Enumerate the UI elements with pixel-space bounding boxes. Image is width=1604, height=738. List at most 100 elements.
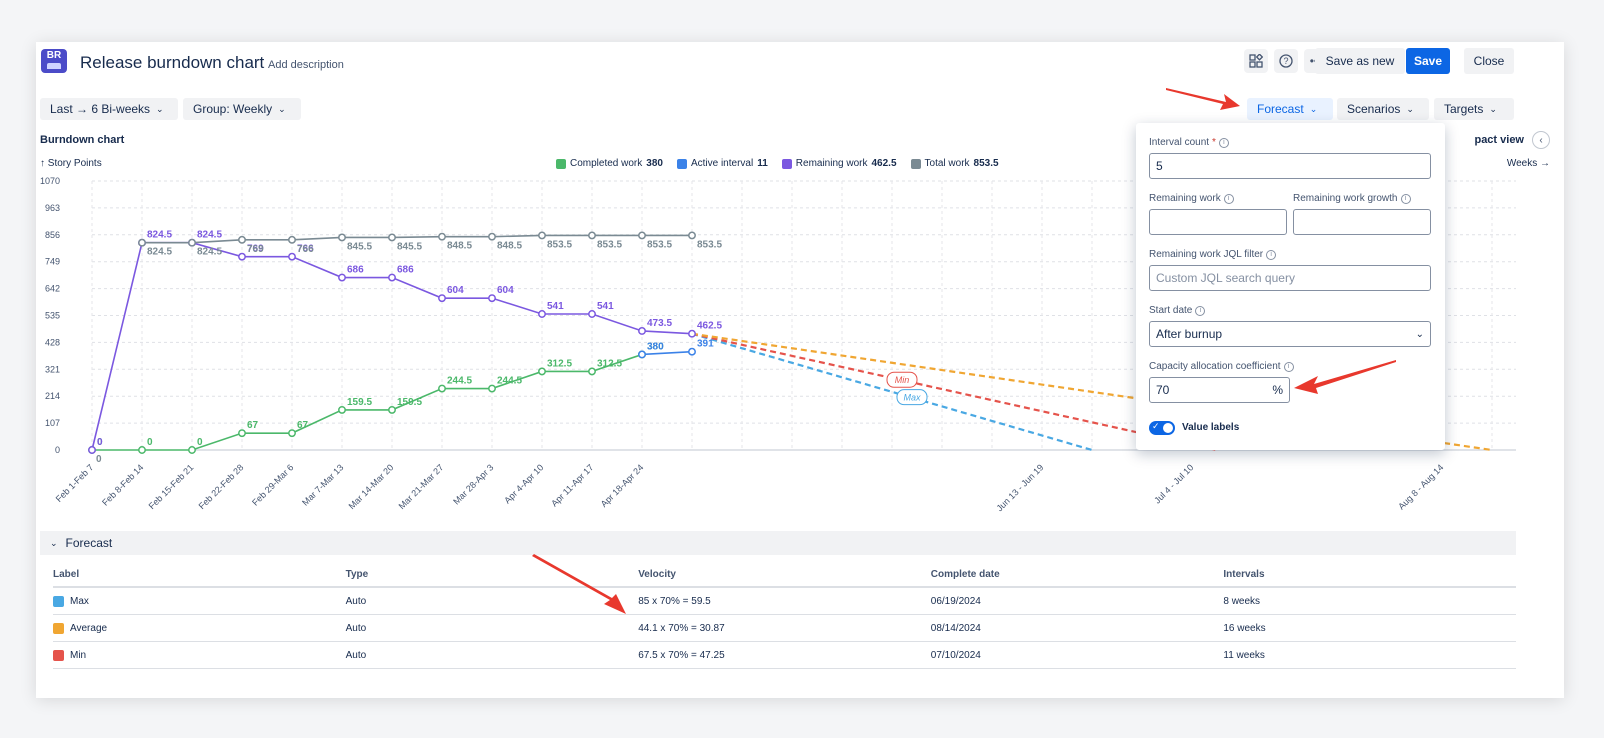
start-date-label: Start date i bbox=[1149, 305, 1206, 316]
save-as-new-button[interactable]: Save as new bbox=[1315, 48, 1405, 74]
forecast-pill-label: Max bbox=[903, 393, 921, 403]
y-tick-label: 749 bbox=[45, 257, 60, 267]
table-header-row: Label Type Velocity Complete date Interv… bbox=[53, 562, 1516, 588]
x-tick-label: Jul 4 - Jul 10 bbox=[1152, 462, 1195, 505]
data-label: 848.5 bbox=[497, 241, 522, 252]
data-point bbox=[588, 310, 596, 318]
data-point bbox=[138, 238, 146, 247]
data-label: 0 bbox=[97, 437, 103, 448]
data-label: 686 bbox=[347, 265, 364, 276]
y-tick-label: 856 bbox=[45, 230, 60, 240]
legend-item-completed[interactable]: Completed work 380 bbox=[556, 158, 663, 169]
row-type: Auto bbox=[345, 649, 367, 661]
jql-filter-label: Remaining work JQL filter i bbox=[1149, 249, 1277, 260]
data-point bbox=[588, 231, 596, 240]
info-icon[interactable]: i bbox=[1195, 305, 1206, 316]
data-point bbox=[438, 294, 446, 303]
row-label: Max bbox=[70, 595, 89, 607]
x-tick-label: Apr 18-Apr 24 bbox=[599, 462, 646, 509]
y-axis-unit: ↑ Story Points bbox=[40, 158, 102, 169]
y-tick-label: 107 bbox=[45, 418, 60, 428]
data-label: 0 bbox=[97, 437, 103, 448]
targets-dropdown[interactable]: Targets ⌄ bbox=[1434, 98, 1514, 120]
data-point bbox=[388, 405, 396, 414]
data-label: 845.5 bbox=[397, 241, 422, 252]
burndown-window: BR Release burndown chart Add descriptio… bbox=[36, 42, 1564, 698]
forecast-pill-label: Min bbox=[895, 375, 910, 385]
data-point bbox=[238, 252, 246, 261]
data-label: 604 bbox=[447, 285, 464, 296]
data-point bbox=[188, 446, 196, 454]
row-label: Min bbox=[70, 649, 87, 661]
x-tick-label: Feb 1-Feb 7 bbox=[54, 462, 96, 504]
forecast-table: Label Type Velocity Complete date Interv… bbox=[53, 562, 1516, 669]
legend-item-remaining[interactable]: Remaining work 462.5 bbox=[781, 158, 897, 169]
data-label: 824.5 bbox=[197, 247, 222, 258]
apps-icon[interactable] bbox=[1244, 49, 1268, 73]
table-row[interactable]: Min Auto 67.5 x 70% = 47.25 07/10/2024 1… bbox=[53, 642, 1516, 669]
legend-value: 462.5 bbox=[871, 158, 897, 169]
x-tick-label: Mar 21-Mar 27 bbox=[397, 462, 446, 511]
data-point bbox=[538, 367, 546, 376]
data-point bbox=[238, 429, 246, 438]
collapse-left-icon[interactable]: ‹ bbox=[1532, 131, 1550, 149]
info-icon[interactable]: i bbox=[1266, 249, 1277, 260]
x-tick-label: Mar 28-Apr 3 bbox=[451, 462, 495, 506]
table-row[interactable]: Max Auto 85 x 70% = 59.5 06/19/2024 8 we… bbox=[53, 588, 1516, 615]
annotation-arrow bbox=[532, 554, 626, 614]
info-icon[interactable]: i bbox=[1283, 361, 1294, 372]
chevron-down-icon: ⌄ bbox=[1406, 103, 1414, 114]
scenarios-dropdown[interactable]: Scenarios ⌄ bbox=[1337, 98, 1429, 120]
legend-label: Total work bbox=[924, 158, 970, 169]
data-label: 462.5 bbox=[697, 321, 722, 332]
add-description-link[interactable]: Add description bbox=[268, 59, 344, 71]
forecast-section-header[interactable]: ⌄ Forecast bbox=[40, 531, 1516, 555]
x-tick-label: Mar 7-Mar 13 bbox=[300, 462, 345, 507]
interval-count-input[interactable]: 5 bbox=[1149, 153, 1431, 179]
row-type: Auto bbox=[345, 595, 367, 607]
legend-label: Remaining work bbox=[795, 158, 868, 169]
capacity-input[interactable]: 70% bbox=[1149, 377, 1290, 403]
group-dropdown[interactable]: Group: Weekly ⌄ bbox=[183, 98, 301, 120]
data-label: 824.5 bbox=[197, 230, 222, 241]
start-date-select[interactable]: After burnup ⌄ bbox=[1149, 321, 1431, 347]
data-label: 686 bbox=[397, 265, 414, 276]
data-label: 312.5 bbox=[547, 358, 572, 369]
value-labels-toggle[interactable]: ✓ bbox=[1149, 421, 1175, 435]
compact-view-label: pact view bbox=[1474, 134, 1524, 146]
info-icon[interactable]: i bbox=[1400, 193, 1411, 204]
legend-item-total[interactable]: Total work 853.5 bbox=[910, 158, 999, 169]
legend-value: 853.5 bbox=[973, 158, 999, 169]
forecast-label: Forecast bbox=[1257, 102, 1304, 116]
remaining-work-input[interactable] bbox=[1149, 209, 1287, 235]
x-tick-label: Apr 11-Apr 17 bbox=[549, 462, 595, 508]
row-velocity: 85 x 70% = 59.5 bbox=[638, 595, 711, 607]
row-date: 07/10/2024 bbox=[930, 649, 981, 661]
capacity-unit: % bbox=[1272, 383, 1283, 397]
row-velocity: 67.5 x 70% = 47.25 bbox=[638, 649, 725, 661]
series-line-total-work bbox=[142, 234, 692, 244]
info-icon[interactable]: i bbox=[1218, 137, 1229, 148]
close-button[interactable]: Close bbox=[1464, 48, 1514, 74]
data-point bbox=[488, 294, 496, 303]
series-line-completed-work bbox=[92, 353, 643, 451]
legend-item-active[interactable]: Active interval 11 bbox=[676, 158, 768, 169]
scenarios-label: Scenarios bbox=[1347, 102, 1401, 116]
column-header: Velocity bbox=[638, 568, 676, 580]
jql-filter-input[interactable]: Custom JQL search query bbox=[1149, 265, 1431, 291]
column-header: Label bbox=[53, 568, 80, 580]
data-point bbox=[538, 310, 546, 318]
range-dropdown[interactable]: Last → 6 Bi-weeks ⌄ bbox=[40, 98, 178, 120]
column-header: Intervals bbox=[1223, 568, 1265, 580]
info-icon[interactable]: i bbox=[1223, 193, 1234, 204]
data-label: 312.5 bbox=[597, 358, 622, 369]
range-label: Last → 6 Bi-weeks bbox=[50, 102, 151, 116]
help-icon[interactable]: ? bbox=[1274, 49, 1298, 73]
data-label: 766 bbox=[297, 244, 314, 255]
remaining-growth-input[interactable] bbox=[1293, 209, 1431, 235]
forecast-dropdown[interactable]: Forecast ⌄ bbox=[1247, 98, 1333, 120]
save-button[interactable]: Save bbox=[1406, 48, 1450, 74]
data-label: 853.5 bbox=[647, 239, 672, 250]
data-label: 159.5 bbox=[397, 397, 422, 408]
table-row[interactable]: Average Auto 44.1 x 70% = 30.87 08/14/20… bbox=[53, 615, 1516, 642]
